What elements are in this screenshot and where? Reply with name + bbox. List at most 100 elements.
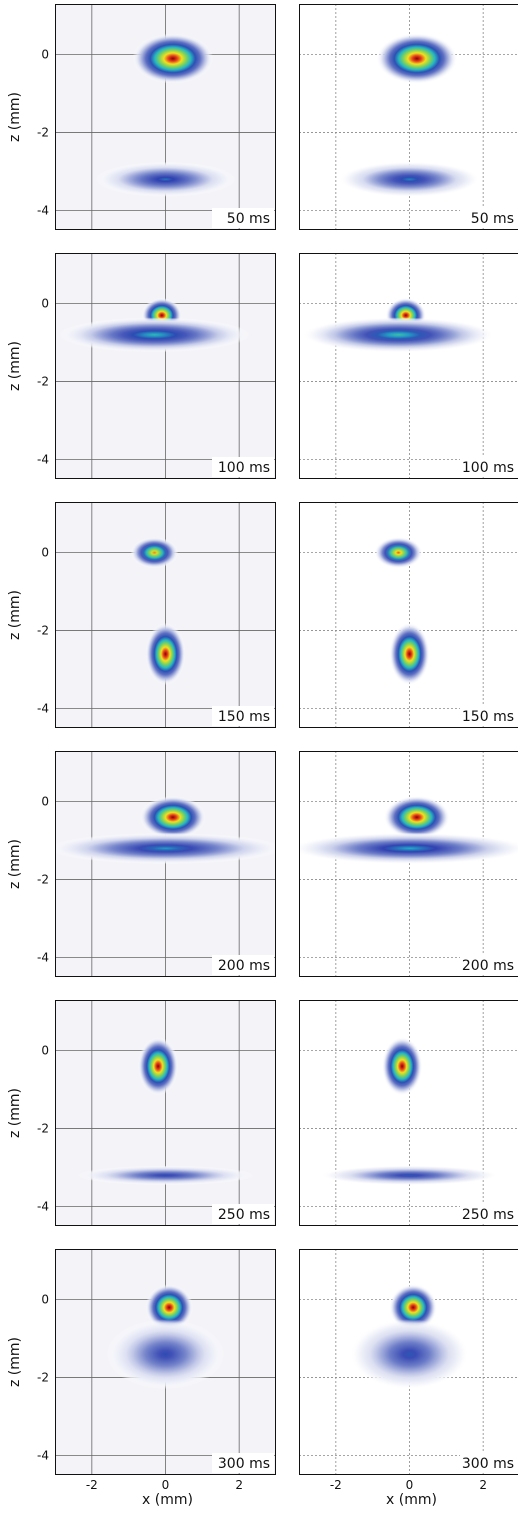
time-label: 250 ms — [218, 1207, 270, 1223]
x-tick-label: 2 — [235, 1478, 243, 1492]
x-tick-label: -2 — [86, 1478, 98, 1492]
y-tick-label: -4 — [37, 204, 49, 218]
panel-frame — [299, 502, 518, 728]
cloud-1 — [95, 161, 236, 197]
y-tick-label: -4 — [37, 1449, 49, 1463]
time-label-box — [460, 1204, 518, 1224]
panel-background — [299, 751, 518, 977]
y-tick-label: -2 — [37, 624, 49, 638]
y-tick-label: -4 — [37, 1200, 49, 1214]
y-tick-label: -2 — [37, 873, 49, 887]
panel-0-5: 300 ms 0 -2 -4 z (mm) -2 0 2 x (mm) — [7, 1249, 276, 1508]
time-label-box — [460, 457, 518, 477]
time-label-box — [460, 208, 518, 228]
y-tick-label: 0 — [41, 1293, 49, 1307]
time-label-box — [460, 955, 518, 975]
cloud-0 — [374, 537, 423, 569]
time-label-box — [212, 1453, 274, 1473]
panel-frame — [55, 751, 276, 977]
cloud-1 — [106, 1319, 225, 1390]
panel-1-5: 300 ms -2 0 2 x (mm) — [299, 1249, 518, 1508]
cloud-1 — [145, 622, 186, 686]
y-axis-label: z (mm) — [7, 1088, 23, 1138]
time-label: 100 ms — [462, 460, 514, 476]
panel-frame — [55, 502, 276, 728]
panel-frame — [299, 751, 518, 977]
time-label-box — [460, 706, 518, 726]
panel-0-1: 100 ms 0 -2 -4 z (mm) — [7, 253, 276, 479]
cloud-1 — [302, 317, 495, 353]
y-tick-label: -4 — [37, 702, 49, 716]
cloud-0 — [139, 795, 207, 839]
x-axis-label: x (mm) — [386, 1492, 437, 1508]
cloud-1 — [389, 622, 430, 686]
y-tick-label: 0 — [41, 1044, 49, 1058]
y-axis-label: z (mm) — [7, 590, 23, 640]
time-label: 200 ms — [218, 958, 270, 974]
cloud-1 — [339, 161, 480, 197]
cloud-1 — [58, 317, 251, 353]
y-tick-label: 0 — [41, 795, 49, 809]
y-tick-label: -2 — [37, 126, 49, 140]
y-tick-label: 0 — [41, 546, 49, 560]
panel-frame — [55, 1249, 276, 1475]
y-tick-label: -4 — [37, 453, 49, 467]
time-label-box — [212, 208, 274, 228]
panel-1-4: 250 ms — [299, 1000, 518, 1226]
y-tick-label: 0 — [41, 297, 49, 311]
time-label: 200 ms — [462, 958, 514, 974]
time-label-box — [460, 1453, 518, 1473]
cloud-1 — [77, 1165, 254, 1186]
time-label: 300 ms — [462, 1456, 514, 1472]
time-label: 300 ms — [218, 1456, 270, 1472]
panel-frame — [299, 4, 518, 230]
panel-1-0: 50 ms — [299, 4, 518, 230]
cloud-0 — [132, 33, 214, 84]
y-axis-label: z (mm) — [7, 839, 23, 889]
cloud-0 — [389, 1284, 438, 1331]
y-axis-label: z (mm) — [7, 1337, 23, 1387]
cloud-0 — [130, 537, 179, 569]
x-tick-label: 0 — [406, 1478, 414, 1492]
cloud-0 — [137, 1037, 179, 1096]
panel-0-4: 250 ms 0 -2 -4 z (mm) — [7, 1000, 276, 1226]
cloud-1 — [55, 832, 276, 864]
y-axis-label: z (mm) — [7, 341, 23, 391]
time-label: 50 ms — [227, 211, 270, 227]
x-axis-label: x (mm) — [142, 1492, 193, 1508]
cloud-0 — [376, 33, 458, 84]
y-axis-label: z (mm) — [7, 92, 23, 142]
panel-frame — [55, 4, 276, 230]
time-label: 250 ms — [462, 1207, 514, 1223]
panel-frame — [55, 1000, 276, 1226]
time-label-box — [212, 457, 274, 477]
panel-1-1: 100 ms — [299, 253, 518, 479]
time-label-box — [212, 1204, 274, 1224]
y-tick-label: 0 — [41, 48, 49, 62]
cloud-1 — [299, 832, 518, 864]
time-label: 50 ms — [471, 211, 514, 227]
panel-0-3: 200 ms 0 -2 -4 z (mm) — [7, 751, 276, 977]
panel-frame — [299, 253, 518, 479]
y-tick-label: -4 — [37, 951, 49, 965]
y-tick-label: -2 — [37, 1371, 49, 1385]
panel-0-2: 150 ms 0 -2 -4 z (mm) — [7, 502, 276, 728]
panel-frame — [299, 1249, 518, 1475]
cloud-0 — [145, 1284, 194, 1331]
x-tick-label: 2 — [479, 1478, 487, 1492]
time-label-box — [212, 706, 274, 726]
panel-frame — [299, 1000, 518, 1226]
x-tick-label: -2 — [330, 1478, 342, 1492]
cloud-0 — [383, 795, 451, 839]
y-tick-label: -2 — [37, 375, 49, 389]
time-label: 150 ms — [462, 709, 514, 725]
panel-1-3: 200 ms — [299, 751, 518, 977]
cloud-1 — [350, 1319, 469, 1390]
time-label: 100 ms — [218, 460, 270, 476]
y-tick-label: -2 — [37, 1122, 49, 1136]
cloud-1 — [321, 1165, 498, 1186]
time-label-box — [212, 955, 274, 975]
time-label: 150 ms — [218, 709, 270, 725]
